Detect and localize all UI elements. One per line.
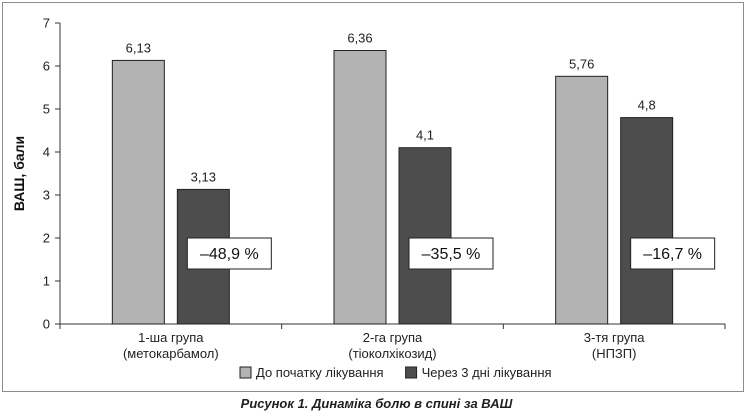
y-tick-label: 2: [43, 231, 50, 246]
x-tick-label: (тіоколхікозид): [348, 346, 436, 361]
legend-label-2: Через 3 дні лікування: [422, 365, 552, 380]
y-axis-label: ВАШ, бали: [11, 136, 27, 211]
change-annotation-box: [408, 237, 494, 270]
x-tick-label: (метокарбамол): [123, 346, 219, 361]
change-annotation-box: [186, 237, 272, 270]
x-tick-label: (НПЗП): [592, 346, 637, 361]
data-label: 5,76: [569, 56, 594, 71]
x-tick-label: 2-га група: [363, 330, 423, 345]
bar-chart: 0 1 2 3 4 5 6 7 ВАШ, бали 1-ша група(метокарбамол…: [11, 16, 726, 380]
legend-label-1: До початку лікування: [256, 365, 384, 380]
y-tick-label: 6: [43, 59, 50, 74]
data-label: 4,1: [416, 128, 434, 143]
data-label: 6,36: [347, 31, 372, 46]
legend-swatch-1: [239, 366, 252, 379]
change-annotation: –16,7 %: [643, 246, 702, 263]
x-tick-label: 1-ша група: [138, 330, 204, 345]
y-tick-label: 5: [43, 102, 50, 117]
chart-axes: 0 1 2 3 4 5 6 7 ВАШ, бали 1-ша група(метокарбамол…: [11, 16, 726, 361]
data-label: 6,13: [126, 40, 151, 55]
data-label: 4,8: [638, 98, 656, 113]
bar-before-2: [333, 50, 387, 325]
bar-after-3: [620, 117, 674, 325]
chart-bars: [111, 50, 674, 325]
figure-caption: Рисунок 1. Динаміка болю в спині за ВАШ: [240, 396, 513, 411]
legend-swatch-2: [405, 366, 418, 379]
bar-before-1: [111, 59, 165, 325]
y-tick-label: 7: [43, 16, 50, 31]
chart-labels: 6,13 3,13 –48,9 % 6,36 4,1 –35,5 % 5,76 4,8 –16,…: [126, 31, 716, 270]
y-tick-label: 1: [43, 274, 50, 289]
change-annotation: –48,9 %: [200, 246, 259, 263]
y-tick-label: 4: [43, 145, 50, 160]
bar-after-2: [398, 147, 452, 325]
y-tick-label: 3: [43, 188, 50, 203]
data-label: 3,13: [191, 169, 216, 184]
chart-legend: До початку лікування Через 3 дні лікуванн…: [239, 365, 552, 380]
bar-before-3: [555, 75, 609, 325]
change-annotation-box: [630, 237, 716, 270]
change-annotation: –35,5 %: [422, 246, 481, 263]
y-tick-label: 0: [43, 317, 50, 332]
x-tick-label: 3-тя група: [584, 330, 646, 345]
